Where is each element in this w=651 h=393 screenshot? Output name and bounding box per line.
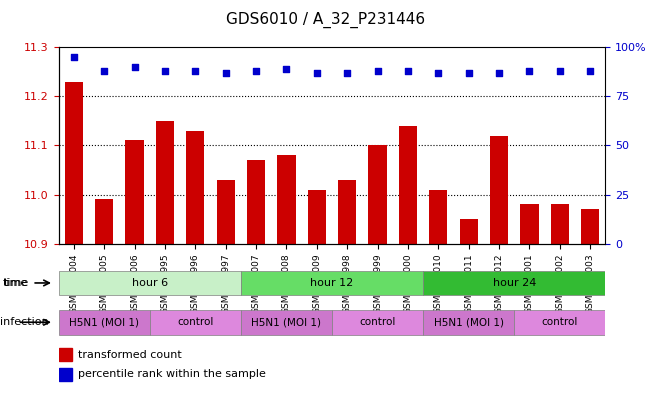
FancyBboxPatch shape (514, 310, 605, 334)
Point (464, 70, 474, 76)
Text: H5N1 (MOI 1): H5N1 (MOI 1) (434, 317, 504, 327)
Text: infection: infection (0, 317, 49, 327)
Point (251, 68, 261, 74)
FancyBboxPatch shape (241, 310, 332, 334)
Bar (460, 219, 478, 244)
Text: control: control (177, 317, 214, 327)
Point (585, 68, 596, 74)
FancyBboxPatch shape (423, 270, 605, 296)
Bar (308, 190, 326, 244)
Text: time: time (3, 278, 28, 288)
Point (433, 70, 443, 76)
Point (281, 66, 292, 72)
Text: hour 12: hour 12 (311, 278, 353, 288)
Bar (156, 121, 174, 244)
Point (159, 68, 170, 74)
Text: time: time (3, 278, 29, 288)
Point (130, 64, 140, 70)
Bar (338, 180, 356, 244)
Point (99, 68, 109, 74)
FancyBboxPatch shape (241, 270, 423, 296)
Bar (59, 368, 72, 381)
FancyBboxPatch shape (59, 310, 150, 334)
Bar (399, 126, 417, 244)
Point (190, 68, 201, 74)
Bar (247, 160, 265, 244)
FancyBboxPatch shape (150, 310, 241, 334)
Text: hour 6: hour 6 (132, 278, 168, 288)
Text: GDS6010 / A_32_P231446: GDS6010 / A_32_P231446 (226, 11, 425, 28)
FancyBboxPatch shape (332, 310, 423, 334)
Point (68, 54, 79, 60)
Bar (217, 180, 235, 244)
Text: control: control (359, 317, 396, 327)
Bar (368, 145, 387, 244)
Point (403, 68, 413, 74)
Point (494, 70, 505, 76)
Point (372, 68, 383, 74)
Bar (126, 141, 144, 244)
Bar (95, 199, 113, 244)
Point (342, 70, 352, 76)
Text: H5N1 (MOI 1): H5N1 (MOI 1) (69, 317, 139, 327)
Bar (59, 348, 72, 362)
Bar (490, 136, 508, 244)
Bar (64, 82, 83, 244)
Bar (581, 209, 600, 244)
Text: H5N1 (MOI 1): H5N1 (MOI 1) (251, 317, 322, 327)
Bar (186, 130, 204, 244)
FancyBboxPatch shape (423, 310, 514, 334)
FancyBboxPatch shape (59, 270, 241, 296)
Text: percentile rank within the sample: percentile rank within the sample (77, 369, 266, 379)
Bar (429, 190, 447, 244)
Text: transformed count: transformed count (77, 350, 182, 360)
Bar (277, 155, 296, 244)
Bar (520, 204, 538, 244)
Point (312, 70, 322, 76)
Text: hour 24: hour 24 (493, 278, 536, 288)
Point (524, 68, 534, 74)
Bar (551, 204, 569, 244)
Text: control: control (542, 317, 578, 327)
Point (555, 68, 565, 74)
Point (221, 70, 231, 76)
